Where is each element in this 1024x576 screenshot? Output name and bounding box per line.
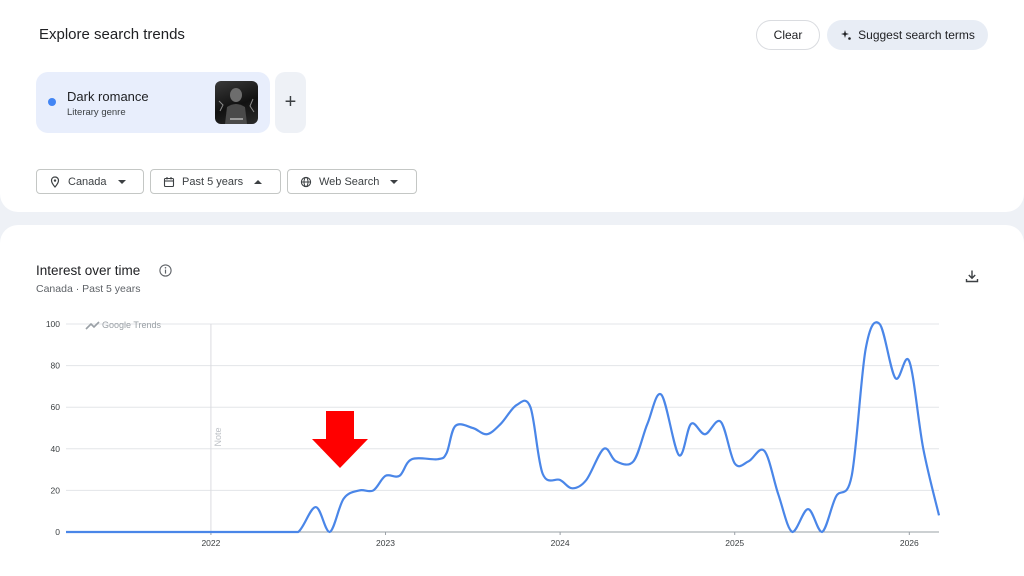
chevron-down-icon (117, 179, 126, 184)
x-tick-label: 2026 (900, 538, 919, 548)
search-term-chip[interactable]: Dark romance Literary genre (36, 72, 270, 133)
y-tick-label: 60 (51, 402, 61, 412)
suggest-search-terms-button[interactable]: Suggest search terms (827, 20, 988, 50)
x-tick-label: 2023 (376, 538, 395, 548)
chevron-up-icon (254, 179, 263, 184)
y-tick-label: 40 (51, 444, 61, 454)
chart-title: Interest over time (36, 263, 141, 278)
search-type-filter[interactable]: Web Search (287, 169, 417, 194)
plus-icon: + (284, 91, 297, 113)
term-name: Dark romance (67, 89, 149, 104)
globe-icon (300, 176, 312, 188)
term-type: Literary genre (67, 107, 126, 118)
term-thumbnail-image (215, 81, 258, 124)
info-icon[interactable] (159, 264, 172, 277)
chevron-down-icon (390, 179, 399, 184)
series-color-dot (48, 98, 56, 106)
download-icon[interactable] (965, 269, 979, 283)
explore-panel: Explore search trends Clear Suggest sear… (0, 0, 1024, 212)
chart-subtitle: Canada · Past 5 years (36, 283, 141, 295)
watermark-label: Google Trends (102, 320, 162, 330)
suggest-search-terms-label: Suggest search terms (858, 28, 975, 42)
region-filter-label: Canada (68, 175, 107, 188)
x-tick-label: 2024 (551, 538, 570, 548)
interest-over-time-panel: Interest over time Canada · Past 5 years… (0, 225, 1024, 576)
page-title: Explore search trends (39, 26, 185, 43)
interest-line-chart: 0 20 40 60 80 100 2022 2023 2024 2025 2026 Note Goog… (46, 319, 941, 548)
note-label: Note (213, 427, 223, 446)
sparkle-icon (841, 30, 851, 40)
trends-logo-icon (85, 321, 100, 330)
calendar-icon (163, 176, 175, 188)
time-range-filter[interactable]: Past 5 years (150, 169, 281, 194)
red-down-arrow-annotation (312, 411, 368, 468)
x-tick-label: 2022 (201, 538, 220, 548)
search-type-filter-label: Web Search (319, 175, 380, 188)
region-filter[interactable]: Canada (36, 169, 144, 194)
y-tick-label: 0 (55, 527, 60, 537)
clear-button[interactable]: Clear (756, 20, 820, 50)
y-tick-label: 100 (46, 319, 60, 329)
add-term-button[interactable]: + (275, 72, 306, 133)
time-range-filter-label: Past 5 years (182, 175, 244, 188)
y-tick-label: 80 (51, 361, 61, 371)
location-pin-icon (49, 175, 61, 188)
x-tick-label: 2025 (725, 538, 744, 548)
y-tick-label: 20 (51, 485, 61, 495)
series-line-dark-romance (65, 321, 941, 534)
